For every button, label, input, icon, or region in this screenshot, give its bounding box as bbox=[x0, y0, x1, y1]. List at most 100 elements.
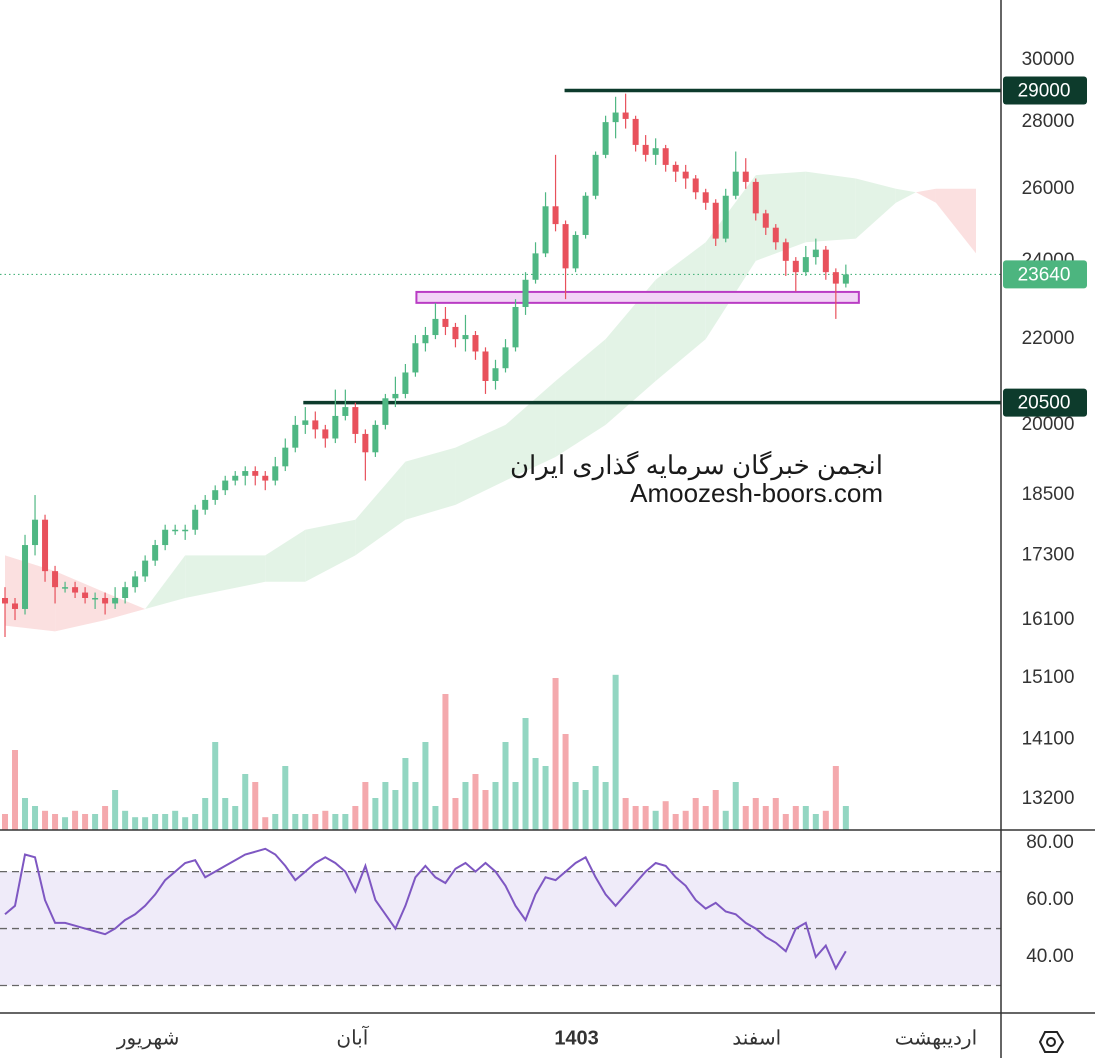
volume-bar bbox=[302, 814, 309, 830]
volume-bar bbox=[722, 810, 729, 830]
candle-body bbox=[502, 347, 509, 369]
volume-bar bbox=[222, 798, 229, 830]
watermark: انجمن خبرگان سرمایه گذاری ایران bbox=[510, 450, 883, 481]
candle-body bbox=[302, 420, 309, 425]
rsi-line bbox=[4, 847, 847, 971]
volume-bar bbox=[122, 810, 129, 830]
volume-bar bbox=[682, 810, 689, 830]
cloud-segment bbox=[405, 447, 456, 520]
candle-body bbox=[62, 587, 69, 589]
candle-body bbox=[702, 192, 709, 203]
volume-bar bbox=[32, 806, 39, 830]
volume-bar bbox=[622, 798, 629, 830]
candle-body bbox=[312, 420, 319, 430]
candle-body bbox=[822, 249, 829, 273]
cloud-segment bbox=[455, 424, 506, 505]
candle-body bbox=[842, 274, 849, 284]
candle-body bbox=[802, 257, 809, 273]
volume-bar bbox=[672, 814, 679, 830]
candle-body bbox=[462, 335, 469, 340]
support-zone bbox=[415, 290, 860, 304]
volume-bar bbox=[582, 790, 589, 830]
volume-bar bbox=[782, 814, 789, 830]
volume-bar bbox=[552, 678, 559, 830]
x-tick-label: شهریور bbox=[116, 1027, 180, 1049]
candle-body bbox=[472, 335, 479, 352]
volume-layer bbox=[2, 674, 849, 830]
candle-body bbox=[82, 592, 89, 598]
candle-body bbox=[452, 326, 459, 340]
candle-body bbox=[442, 318, 449, 327]
candle-body bbox=[652, 148, 659, 155]
candle-body bbox=[432, 318, 439, 336]
candle-body bbox=[12, 603, 19, 609]
candle-body bbox=[662, 148, 669, 165]
volume-bar bbox=[182, 817, 189, 830]
volume-bar bbox=[392, 790, 399, 830]
volume-bar bbox=[842, 806, 849, 830]
volume-bar bbox=[132, 817, 139, 830]
candle-body bbox=[162, 529, 169, 546]
candle-body bbox=[642, 144, 649, 155]
candle-body bbox=[722, 195, 729, 239]
candle-body bbox=[632, 118, 639, 145]
volume-bar bbox=[162, 814, 169, 830]
volume-bar bbox=[92, 814, 99, 830]
candle-body bbox=[222, 480, 229, 491]
candle-body bbox=[132, 576, 139, 588]
candle-body bbox=[612, 112, 619, 123]
candles-layer bbox=[2, 93, 849, 638]
y-tick-label: 20000 bbox=[1022, 414, 1075, 435]
volume-bar bbox=[72, 810, 79, 830]
candle-body bbox=[512, 306, 519, 348]
y-tick-label: 28000 bbox=[1022, 111, 1075, 132]
rsi-tick-label: 40.00 bbox=[1026, 946, 1074, 967]
zone-layer bbox=[415, 290, 860, 304]
volume-bar bbox=[342, 814, 349, 830]
candle-body bbox=[292, 424, 299, 448]
candle-body bbox=[282, 447, 289, 467]
cloud-segment bbox=[265, 529, 306, 582]
volume-bar bbox=[572, 782, 579, 830]
volume-bar bbox=[632, 806, 639, 830]
y-tick-label: 17300 bbox=[1022, 544, 1075, 565]
candle-body bbox=[522, 279, 529, 307]
candle-body bbox=[392, 393, 399, 399]
volume-bar bbox=[602, 782, 609, 830]
candle-body bbox=[252, 471, 259, 476]
candle-body bbox=[572, 234, 579, 269]
cloud-segment bbox=[655, 242, 706, 381]
volume-bar bbox=[692, 798, 699, 830]
volume-bar bbox=[462, 782, 469, 830]
x-tick-label: اسفند bbox=[732, 1027, 781, 1049]
y-tick-label: 14100 bbox=[1022, 728, 1075, 749]
cloud-segment bbox=[55, 571, 106, 632]
volume-bar bbox=[232, 806, 239, 830]
volume-bar bbox=[522, 718, 529, 830]
volume-bar bbox=[202, 798, 209, 830]
cloud-segment bbox=[145, 555, 186, 609]
watermark: Amoozesh-boors.com bbox=[630, 478, 883, 508]
volume-bar bbox=[562, 734, 569, 830]
volume-bar bbox=[442, 694, 449, 830]
volume-bar bbox=[322, 810, 329, 830]
candle-body bbox=[552, 206, 559, 225]
levels-layer bbox=[0, 88, 1001, 405]
volume-bar bbox=[742, 806, 749, 830]
settings-icon[interactable] bbox=[1038, 1031, 1065, 1053]
candle-body bbox=[382, 398, 389, 425]
candle-body bbox=[602, 122, 609, 155]
candle-body bbox=[52, 571, 59, 588]
candle-body bbox=[622, 112, 629, 119]
candle-body bbox=[102, 597, 109, 604]
candle-body bbox=[422, 335, 429, 344]
volume-bar bbox=[532, 758, 539, 830]
volume-bar bbox=[792, 806, 799, 830]
volume-bar bbox=[712, 790, 719, 830]
volume-bar bbox=[542, 766, 549, 830]
candle-body bbox=[712, 202, 719, 239]
candle-body bbox=[202, 499, 209, 510]
volume-bar bbox=[832, 766, 839, 830]
